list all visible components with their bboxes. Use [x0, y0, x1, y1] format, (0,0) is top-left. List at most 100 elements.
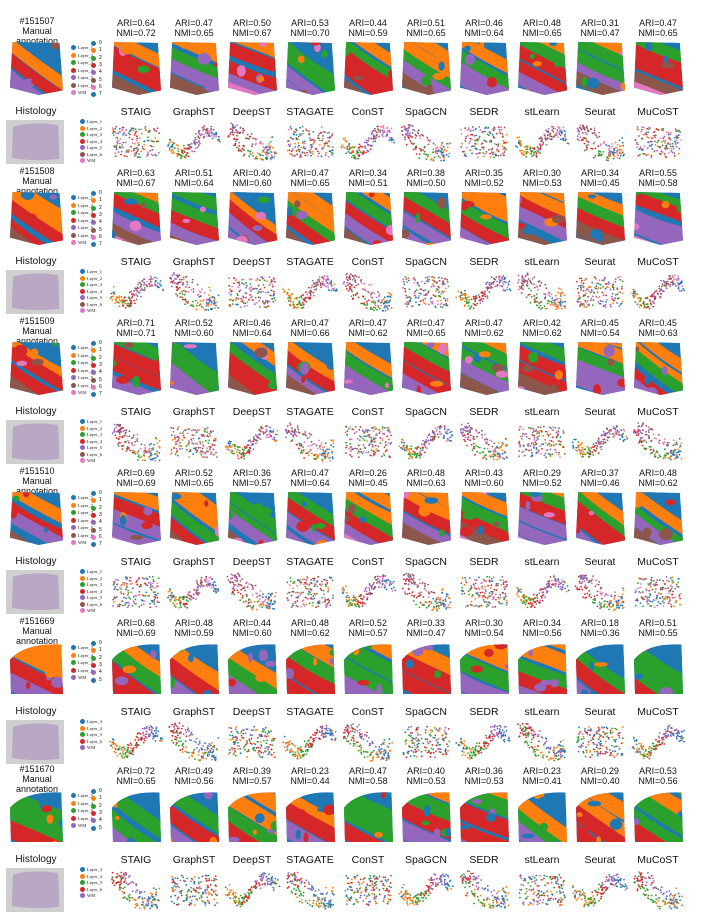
cluster-legend-item: 3	[91, 810, 107, 817]
spatial-cluster-map	[110, 788, 162, 844]
cluster-legend-item: 6	[91, 384, 107, 391]
ari-value: ARI=0.71	[106, 318, 166, 328]
cluster-label: 2	[99, 655, 102, 662]
method-label: stLearn	[512, 854, 572, 866]
umap-svg	[513, 720, 571, 764]
method-label: DeepST	[222, 706, 282, 718]
nmi-value: NMI=0.64	[280, 478, 340, 488]
method-label: MuCoST	[628, 256, 688, 268]
spatial-cluster-svg	[342, 788, 394, 844]
nmi-value: NMI=0.62	[338, 328, 398, 338]
nmi-value: NMI=0.71	[106, 328, 166, 338]
legend-swatch	[71, 210, 76, 215]
spatial-cluster-svg	[516, 490, 568, 546]
umap-svg	[455, 420, 513, 464]
histology-svg	[6, 270, 64, 314]
ari-value: ARI=0.33	[396, 618, 456, 628]
spatial-cluster-map	[458, 640, 510, 696]
umap-plot	[165, 868, 223, 918]
nmi-value: NMI=0.64	[454, 28, 514, 38]
cluster-swatch	[91, 535, 96, 540]
sample-id-text: #151669	[6, 616, 68, 626]
cluster-legend-item: 1	[91, 197, 107, 204]
cluster-legend-item: 4	[91, 519, 107, 526]
legend-swatch	[71, 240, 76, 245]
cluster-label: 0	[99, 788, 102, 795]
umap-legend-swatch	[80, 595, 85, 600]
cluster-swatch	[91, 348, 96, 353]
nmi-value: NMI=0.58	[628, 178, 688, 188]
umap-legend-swatch	[80, 576, 85, 581]
cluster-legend-item: 5	[91, 77, 107, 84]
umap-svg	[281, 720, 339, 764]
umap-svg	[629, 420, 687, 464]
cluster-swatch	[91, 242, 96, 247]
spatial-cluster-map	[110, 340, 162, 396]
spatial-cluster-svg	[226, 40, 278, 96]
spatial-cluster-svg	[226, 788, 278, 844]
cluster-swatch	[91, 811, 96, 816]
method-label: Seurat	[570, 854, 630, 866]
spatial-cluster-svg	[284, 788, 336, 844]
method-label: ConST	[338, 854, 398, 866]
cluster-legend-item: 0	[91, 490, 107, 497]
manual-annotation-map	[8, 788, 64, 844]
method-label: DeepST	[222, 106, 282, 118]
spatial-cluster-map	[284, 640, 336, 696]
cluster-label: 3	[99, 362, 102, 369]
spatial-cluster-map	[400, 788, 452, 844]
cluster-swatch	[91, 528, 96, 533]
umap-svg	[629, 868, 687, 912]
nmi-value: NMI=0.56	[512, 628, 572, 638]
nmi-value: NMI=0.40	[570, 776, 630, 786]
legend-swatch	[71, 510, 76, 515]
spatial-cluster-svg	[110, 788, 162, 844]
umap-svg	[223, 420, 281, 464]
cluster-swatch	[91, 641, 96, 646]
ari-value: ARI=0.26	[338, 468, 398, 478]
sample-id-text: #151670	[6, 764, 68, 774]
nmi-value: NMI=0.72	[106, 28, 166, 38]
ari-value: ARI=0.45	[628, 318, 688, 328]
spatial-cluster-svg	[342, 640, 394, 696]
nmi-value: NMI=0.62	[628, 478, 688, 488]
ari-value: ARI=0.55	[628, 168, 688, 178]
cluster-label: 2	[99, 355, 102, 362]
legend-swatch	[71, 816, 76, 821]
nmi-value: NMI=0.65	[164, 478, 224, 488]
spatial-cluster-svg	[284, 340, 336, 396]
legend-swatch	[71, 345, 76, 350]
umap-plot	[165, 120, 223, 170]
umap-legend-swatch	[80, 439, 85, 444]
spatial-cluster-svg	[168, 40, 220, 96]
method-label: ConST	[338, 256, 398, 268]
cluster-swatch	[91, 789, 96, 794]
umap-svg	[455, 720, 513, 764]
nmi-value: NMI=0.67	[222, 28, 282, 38]
cluster-swatch	[91, 491, 96, 496]
cluster-label: 3	[99, 62, 102, 69]
umap-legend-label: WM	[87, 307, 95, 314]
method-label: STAIG	[106, 706, 166, 718]
spatial-cluster-map	[168, 640, 220, 696]
umap-svg	[513, 570, 571, 614]
umap-legend-swatch	[80, 276, 85, 281]
legend-swatch	[71, 645, 76, 650]
umap-svg	[281, 420, 339, 464]
spatial-cluster-svg	[516, 640, 568, 696]
cluster-label: 2	[99, 505, 102, 512]
cluster-legend-item: 4	[91, 219, 107, 226]
nmi-value: NMI=0.60	[454, 478, 514, 488]
spatial-cluster-map	[458, 490, 510, 546]
nmi-value: NMI=0.65	[280, 178, 340, 188]
